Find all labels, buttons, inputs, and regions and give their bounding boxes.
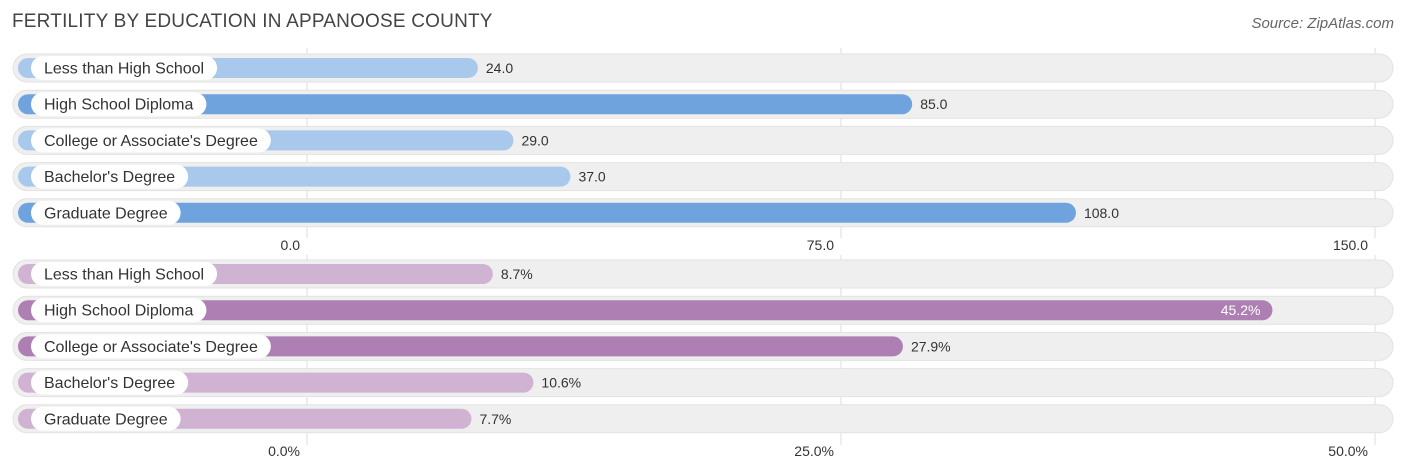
bar [18,300,1273,321]
value-label: 27.9% [911,338,951,354]
category-label: Graduate Degree [44,411,168,428]
category-label: Graduate Degree [44,205,168,222]
tick-label: 25.0% [794,443,834,459]
tick-label: 50.0% [1328,443,1368,459]
category-label-pill [31,262,218,286]
category-label: College or Associate's Degree [44,339,258,356]
value-label: 7.7% [479,411,511,427]
value-label: 108.0 [1084,205,1119,221]
chart-title: FERTILITY BY EDUCATION IN APPANOOSE COUN… [12,11,493,32]
category-label-pill [31,128,271,153]
value-label: 37.0 [578,169,605,185]
bar [18,94,913,115]
category-label: Less than High School [44,267,204,284]
category-label: High School Diploma [44,97,194,114]
value-label: 10.6% [541,375,581,391]
category-label-pill [31,200,181,225]
value-label: 85.0 [920,96,947,112]
value-label: 8.7% [501,266,533,282]
category-label-pill [31,56,218,80]
category-label-pill [31,92,207,117]
value-label: 29.0 [521,132,548,148]
value-label: 45.2% [1221,302,1261,318]
tick-label: 75.0 [807,237,834,253]
category-label-pill [31,334,271,359]
category-label: Bachelor's Degree [44,375,175,392]
category-label-pill [31,370,189,395]
category-label: High School Diploma [44,303,194,320]
category-label-pill [31,298,207,323]
source-credit: Source: ZipAtlas.com [1251,15,1394,32]
tick-label: 0.0 [281,237,301,253]
category-label-pill [31,406,181,431]
bar [18,202,1076,223]
value-label: 24.0 [486,60,513,76]
tick-label: 150.0 [1333,237,1368,253]
chart-panel-1: Less than High School 24.0 High School Dip… [12,48,1394,253]
category-label: Bachelor's Degree [44,169,175,186]
category-label: College or Associate's Degree [44,133,258,150]
category-label-pill [31,164,189,189]
category-label: Less than High School [44,61,204,78]
chart-panel-2: Less than High School 8.7% High School Dip… [12,255,1394,459]
tick-label: 0.0% [268,443,300,459]
